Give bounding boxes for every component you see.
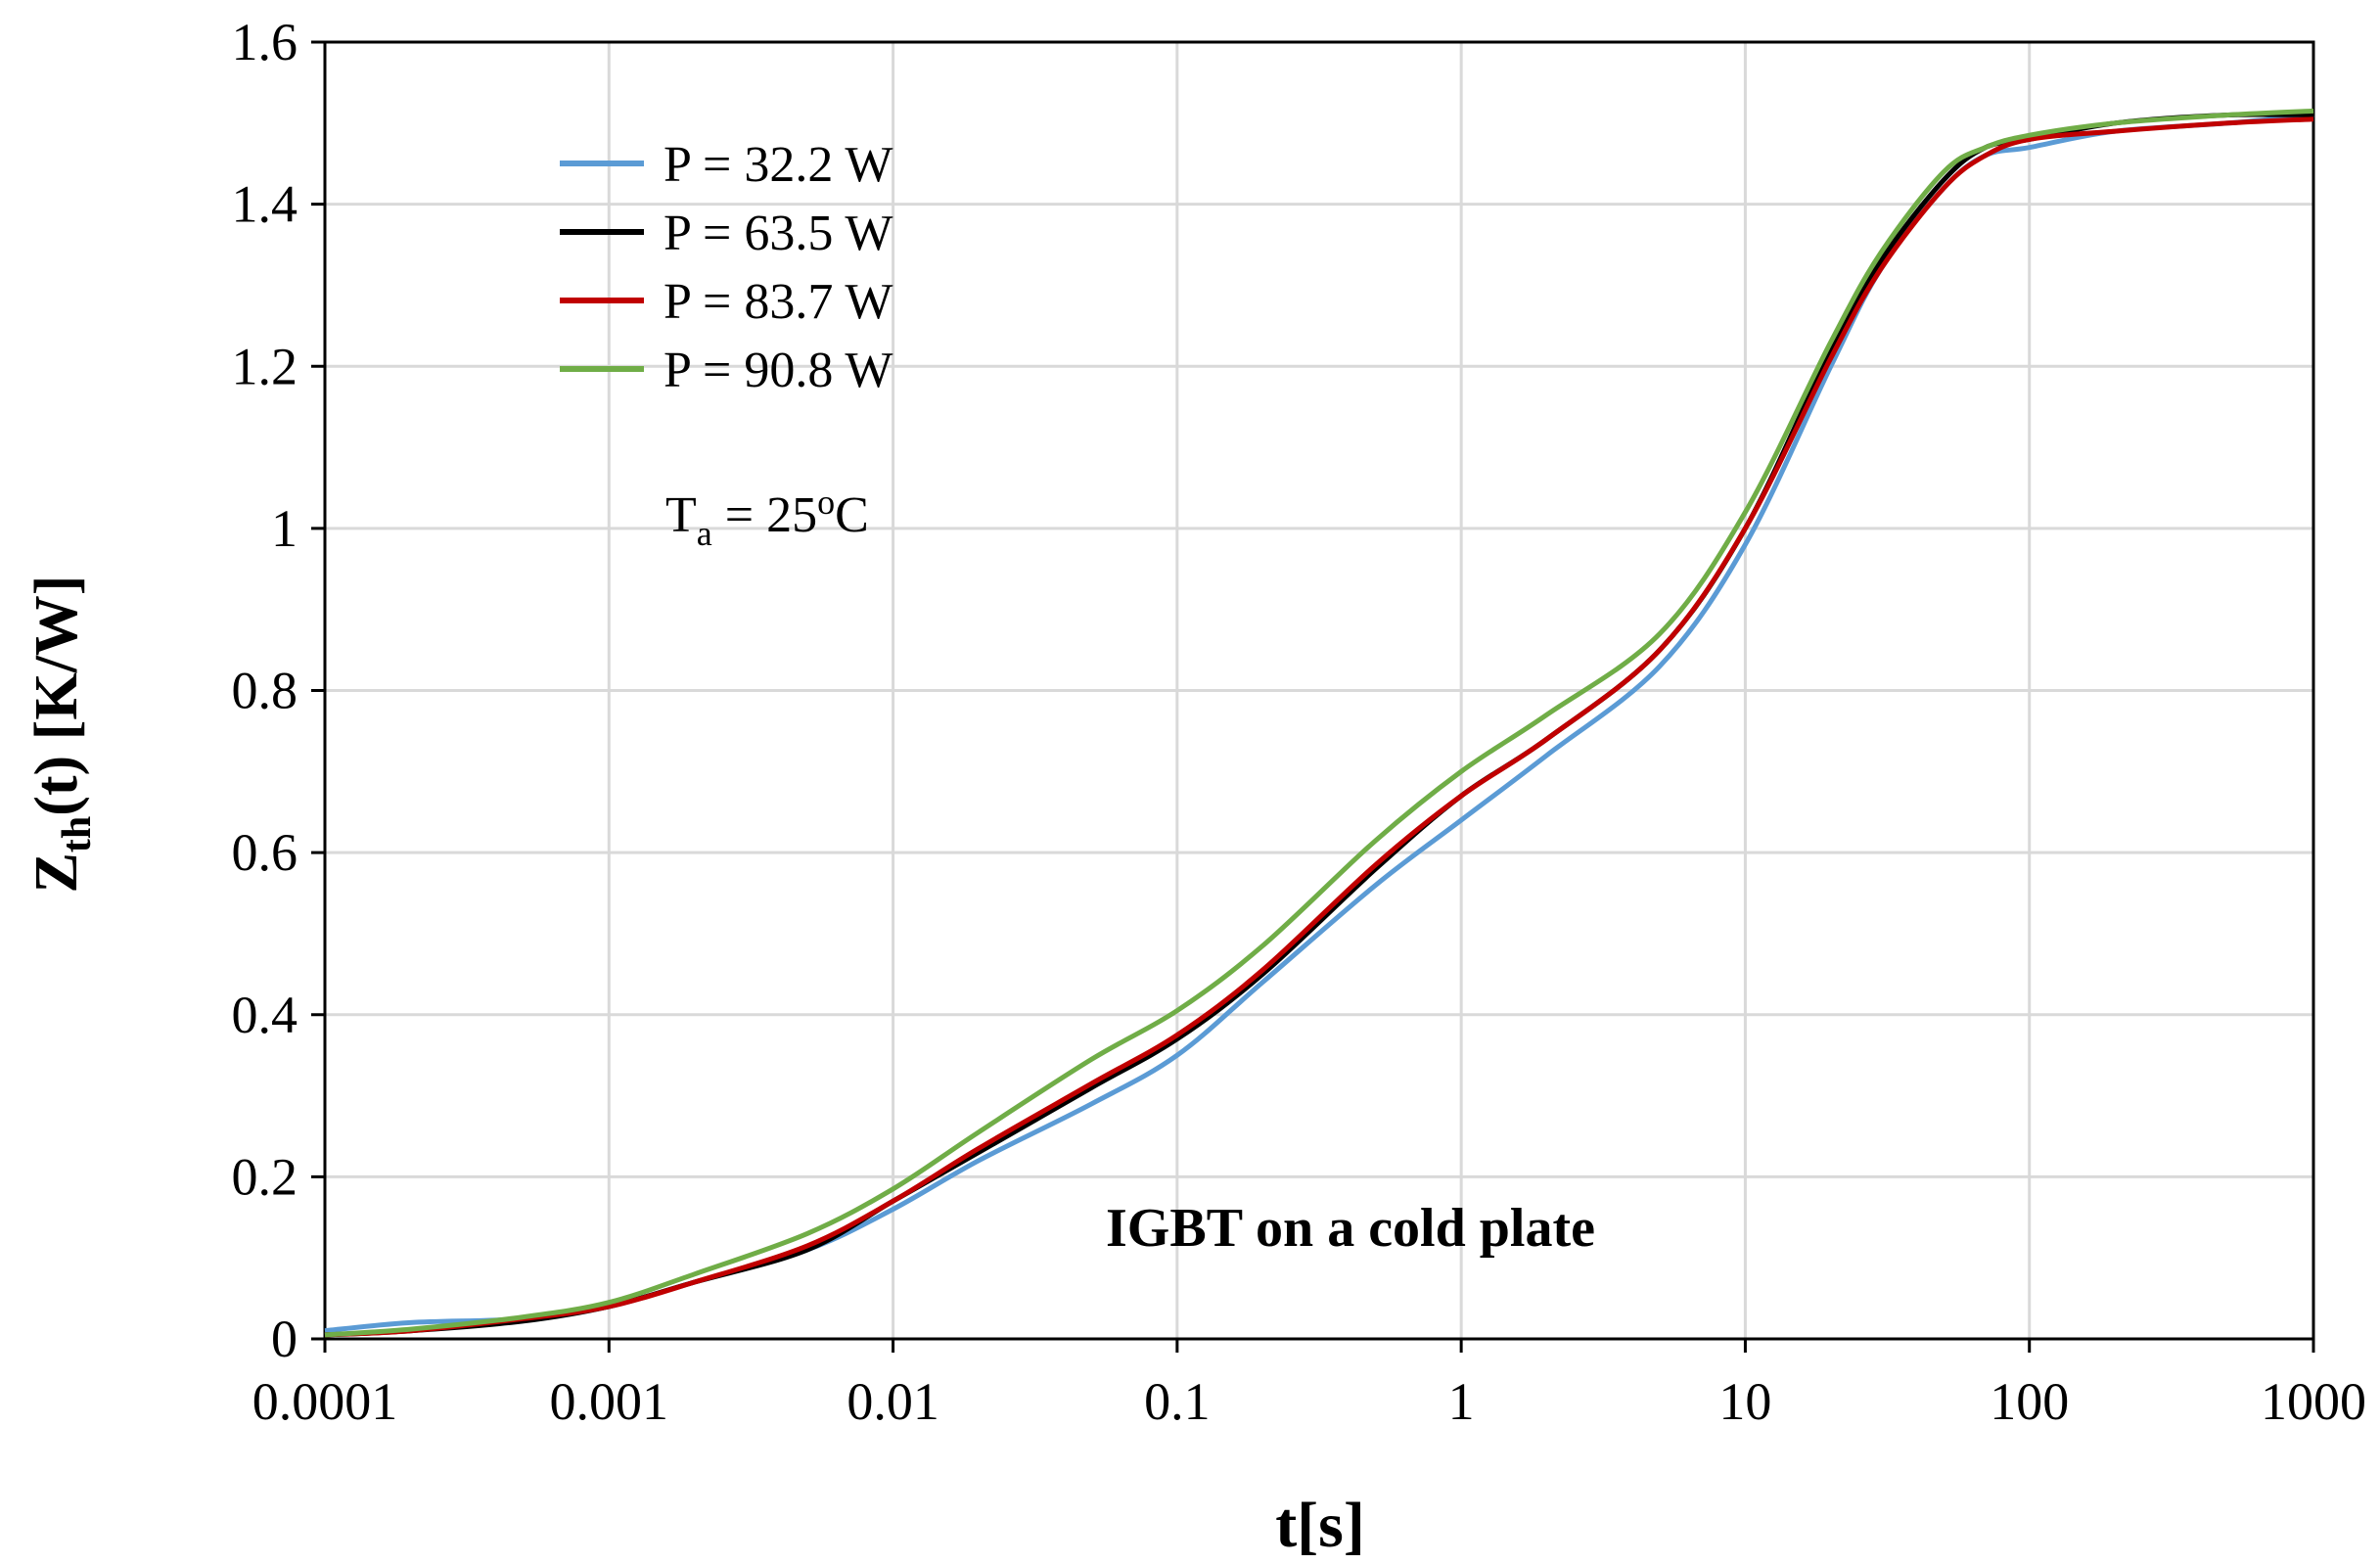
- ambient-main: T: [665, 487, 697, 543]
- y-axis-title-rest: (t) [K/W]: [23, 575, 90, 816]
- x-tick-labels: 0.0001 0.001 0.01 0.1 1 10 100 1000: [252, 1372, 2366, 1431]
- x-axis-title: t[s]: [1275, 1490, 1365, 1561]
- y-tick-label: 0.8: [232, 662, 298, 720]
- ambient-sub: a: [697, 514, 712, 553]
- ambient-temperature-annotation: Ta = 25oC: [665, 483, 869, 553]
- x-tick-label: 100: [1990, 1372, 2069, 1431]
- series-line-1: [324, 113, 2314, 1334]
- x-tick-label: 10: [1718, 1372, 1771, 1431]
- y-tick-label: 0.2: [232, 1147, 298, 1206]
- device-annotation: IGBT on a cold plate: [1106, 1198, 1595, 1259]
- legend-label: P = 32.2 W: [664, 137, 892, 193]
- ambient-sup: o: [817, 483, 835, 522]
- grid: [323, 40, 2315, 1341]
- series-line-2: [324, 112, 2314, 1338]
- x-tick-label: 0.001: [550, 1372, 669, 1431]
- y-axis-title-main: Z: [23, 852, 90, 893]
- y-tick-label: 1.6: [232, 13, 298, 71]
- legend-label: P = 63.5 W: [664, 206, 892, 261]
- x-tick-label: 1: [1448, 1372, 1475, 1431]
- y-tick-label: 0.4: [232, 986, 298, 1044]
- axes: [311, 40, 2315, 1353]
- series: [324, 108, 2314, 1338]
- x-tick-label: 0.1: [1144, 1372, 1211, 1431]
- y-tick-label: 1.4: [232, 175, 298, 234]
- legend-label: P = 83.7 W: [664, 274, 892, 330]
- y-tick-labels: 0 0.2 0.4 0.6 0.8 1 1.2 1.4 1.6: [232, 13, 298, 1368]
- ambient-end: C: [835, 487, 869, 543]
- y-tick-label: 1.2: [232, 337, 298, 395]
- x-tick-label: 0.01: [847, 1372, 939, 1431]
- y-axis-title-sub: th: [55, 816, 100, 852]
- y-axis-title: Zth(t) [K/W]: [23, 575, 100, 894]
- y-tick-label: 1: [271, 499, 298, 558]
- x-tick-label: 0.0001: [252, 1372, 398, 1431]
- legend-label: P = 90.8 W: [664, 343, 892, 398]
- legend: P = 32.2 W P = 63.5 W P = 83.7 W P = 90.8 W: [560, 137, 892, 398]
- series-line-4: [324, 108, 2314, 1338]
- x-tick-label: 1000: [2261, 1372, 2366, 1431]
- ambient-mid: = 25: [712, 487, 817, 543]
- series-line-3: [324, 116, 2314, 1338]
- y-tick-label: 0.6: [232, 823, 298, 882]
- y-tick-label: 0: [271, 1310, 298, 1368]
